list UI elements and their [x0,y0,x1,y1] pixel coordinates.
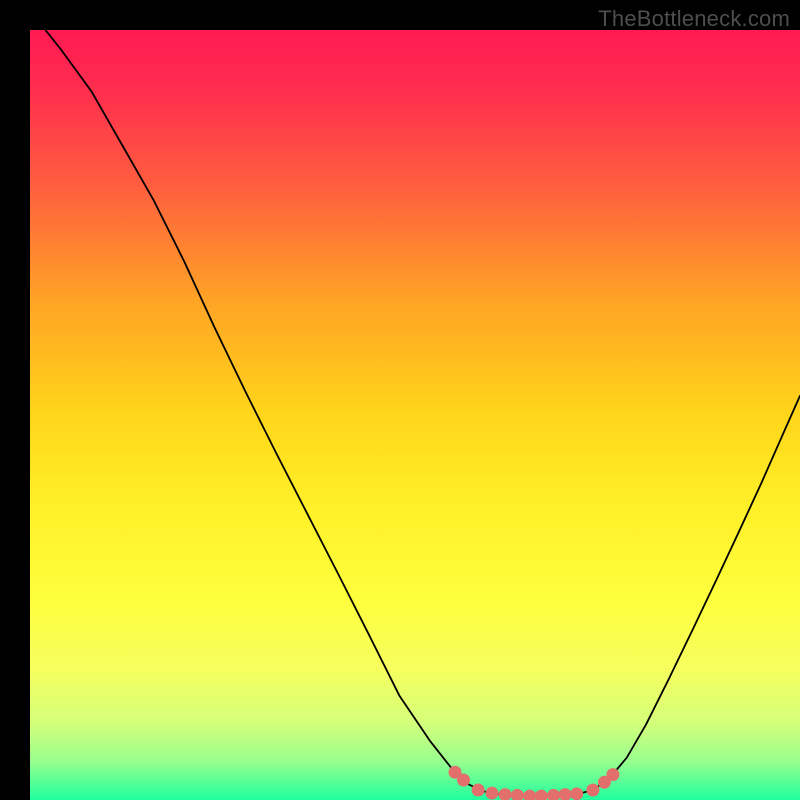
marker-dot [457,773,470,786]
watermark-text: TheBottleneck.com [598,6,790,32]
marker-dot [486,787,499,800]
marker-dot [570,787,583,800]
chart-frame: TheBottleneck.com [0,0,800,800]
chart-background [30,30,800,800]
marker-dot [586,783,599,796]
marker-dot [606,768,619,781]
plot-area [30,30,800,800]
marker-dot [472,783,485,796]
bottleneck-curve-chart [30,30,800,800]
